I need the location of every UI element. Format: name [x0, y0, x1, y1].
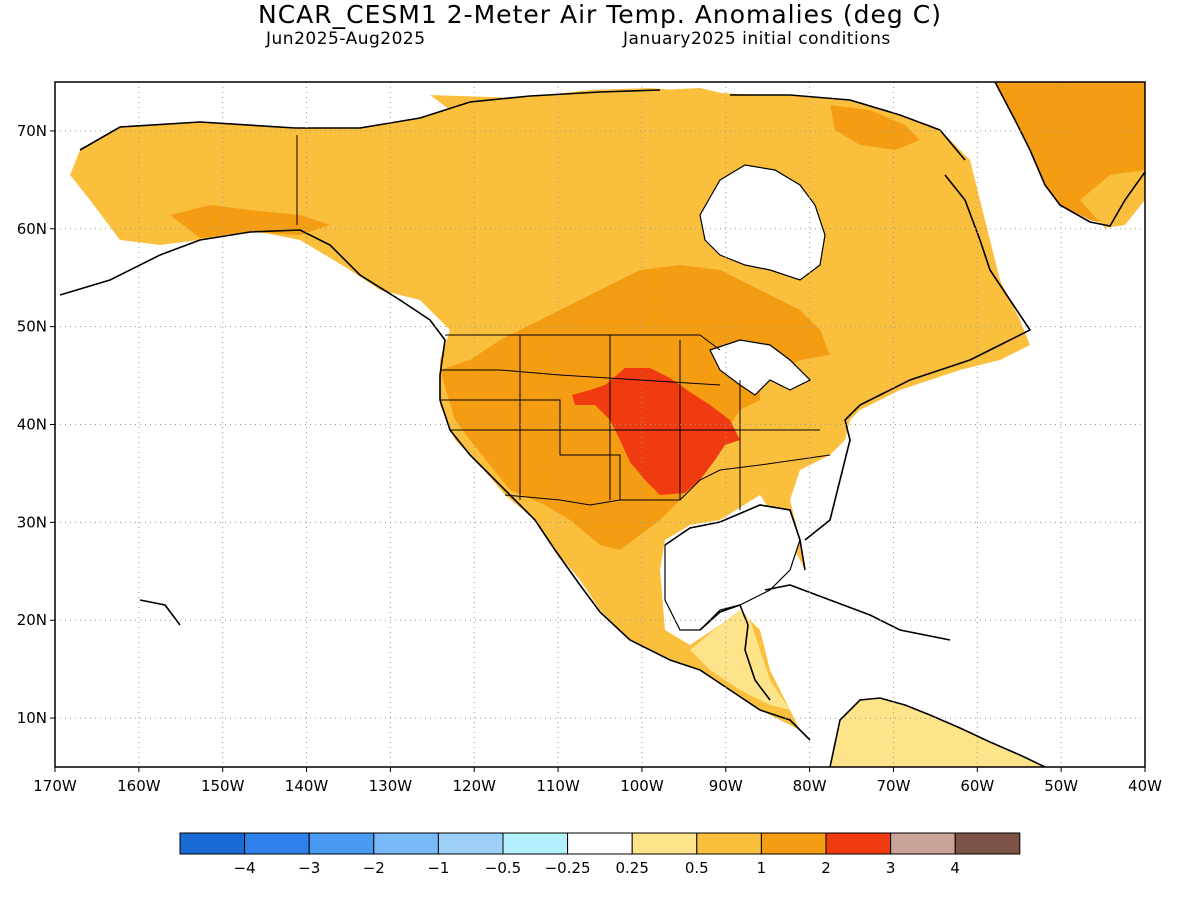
lon-label: 160W: [117, 777, 161, 795]
colorbar-swatch: [696, 832, 762, 855]
colorbar-label: 0.5: [685, 859, 709, 877]
colorbar-swatch: [567, 832, 633, 855]
lat-label: 50N: [17, 318, 47, 336]
colorbar-swatch: [760, 832, 827, 855]
colorbar-label: −1: [427, 859, 449, 877]
lon-label: 100W: [620, 777, 664, 795]
colorbar-label: −3: [298, 859, 320, 877]
lon-label: 150W: [201, 777, 245, 795]
lat-label: 30N: [17, 513, 47, 531]
graticule: [55, 82, 1145, 767]
colorbar-label: 2: [821, 859, 831, 877]
region-south-america: [830, 698, 1045, 767]
colorbar-label: 0.25: [615, 859, 648, 877]
region-central-america: [690, 610, 790, 710]
forecast-period: Jun2025-Aug2025: [266, 29, 426, 49]
region-arctic-warm: [830, 105, 920, 150]
colorbar-swatch: [308, 832, 375, 855]
colorbar-swatch: [179, 832, 246, 855]
colorbar-swatch: [890, 832, 956, 855]
latitude-labels: 70N 60N 50N 40N 30N 20N 10N: [17, 122, 55, 727]
longitude-labels: 170W 160W 150W 140W 130W 120W 110W 100W 90W 80W 70…: [33, 767, 1162, 795]
region-arctic-islands: [430, 88, 960, 180]
lon-label: 80W: [793, 777, 827, 795]
colorbar-swatch: [437, 832, 504, 855]
lat-label: 40N: [17, 416, 47, 434]
great-lakes: [709, 339, 812, 396]
hudson-bay: [699, 164, 826, 281]
lon-label: 130W: [369, 777, 413, 795]
colorbar-label: −2: [363, 859, 385, 877]
political-borders: [296, 135, 831, 510]
colorbar-swatch: [373, 832, 439, 855]
colorbar-swatch: [631, 832, 698, 855]
colorbar-label: 3: [886, 859, 896, 877]
lon-label: 70W: [877, 777, 911, 795]
map-title: NCAR_CESM1 2-Meter Air Temp. Anomalies (…: [258, 0, 942, 29]
region-central-plains-maximum: [572, 368, 740, 495]
lon-label: 140W: [285, 777, 329, 795]
colorbar-label: 1: [757, 859, 767, 877]
lon-label: 90W: [709, 777, 743, 795]
colorbar-swatch: [244, 832, 310, 855]
lon-label: 40W: [1128, 777, 1162, 795]
lon-label: 50W: [1044, 777, 1078, 795]
anomaly-shading: [70, 82, 1145, 767]
colorbar-label: −4: [234, 859, 256, 877]
region-greenland-south: [1080, 170, 1145, 228]
colorbar: −4 −3 −2 −1 −0.5 −0.25 0.25 0.5 1 2 3 4: [179, 832, 1021, 877]
lon-label: 60W: [960, 777, 994, 795]
initial-conditions: January2025 initial conditions: [623, 29, 891, 49]
colorbar-label: −0.25: [545, 859, 591, 877]
colorbar-swatch: [954, 832, 1021, 855]
colorbar-label: −0.5: [485, 859, 521, 877]
lat-label: 60N: [17, 220, 47, 238]
lon-label: 120W: [452, 777, 496, 795]
colorbar-swatch: [502, 832, 569, 855]
colorbar-label: 4: [950, 859, 960, 877]
lat-label: 10N: [17, 709, 47, 727]
lat-label: 20N: [17, 611, 47, 629]
lon-label: 110W: [536, 777, 580, 795]
lat-label: 70N: [17, 122, 47, 140]
colorbar-swatch: [825, 832, 892, 855]
lon-label: 170W: [33, 777, 77, 795]
